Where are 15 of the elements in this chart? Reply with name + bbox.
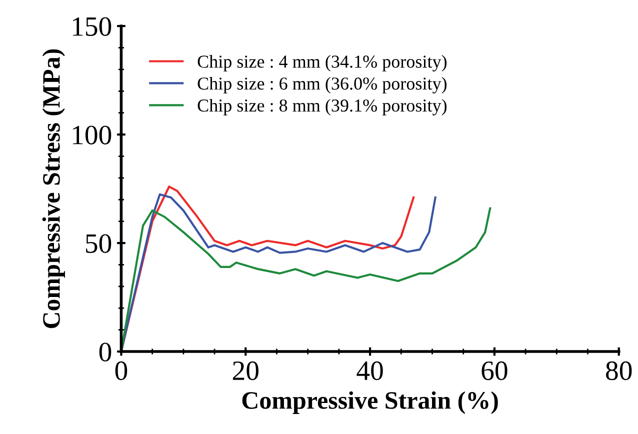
x-tick-label: 40 (356, 361, 383, 380)
legend-label: Chip size : 6 mm (36.0% porosity) (198, 76, 447, 94)
x-tick-label: 20 (232, 361, 258, 380)
legend-label: Chip size : 4 mm (34.1% porosity) (198, 55, 447, 72)
x-tick-label: 60 (482, 361, 508, 380)
legend-label: Chip size : 8 mm (39.1% porosity) (198, 98, 447, 116)
x-axis-title: Compressive Strain (%) (242, 391, 498, 414)
y-tick-label: 0 (99, 342, 112, 362)
y-tick-label: 100 (72, 126, 112, 144)
y-tick-label: 150 (72, 17, 112, 36)
x-tick-label: 80 (606, 361, 632, 380)
line-series (121, 207, 492, 352)
y-axis-title: Compressive Stress (MPa) (42, 49, 65, 328)
x-tick-label: 0 (115, 361, 128, 380)
y-tick-label: 50 (86, 234, 112, 253)
